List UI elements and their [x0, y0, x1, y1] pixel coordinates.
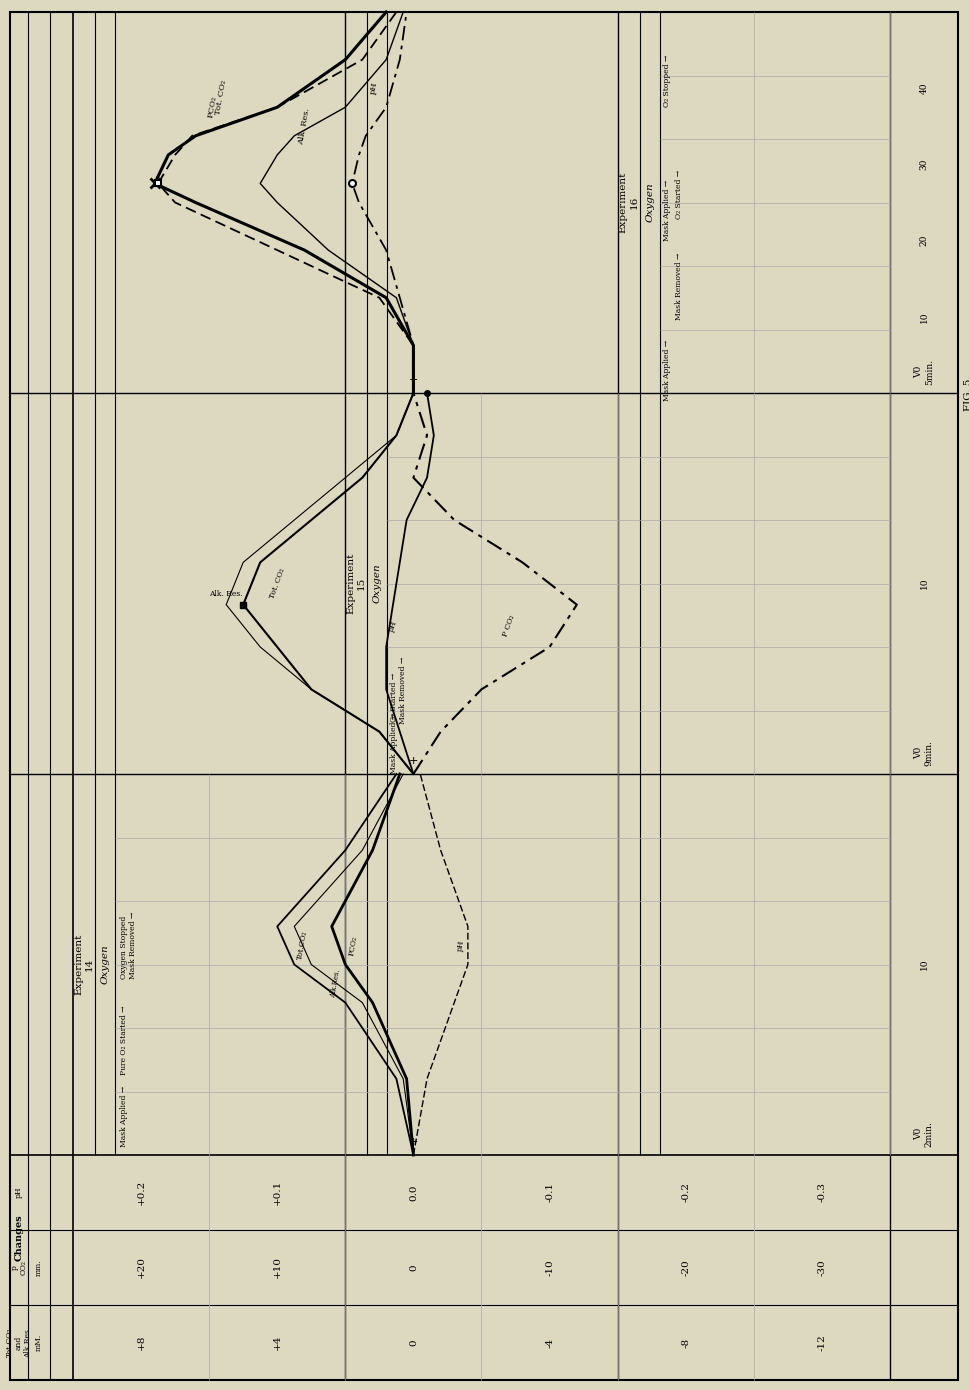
Text: -10: -10 [546, 1259, 554, 1276]
Text: 0: 0 [409, 1339, 418, 1346]
Text: Mask Applied →: Mask Applied → [663, 339, 671, 400]
Text: pH: pH [456, 940, 466, 952]
Text: pH: pH [369, 81, 379, 95]
Text: +: + [409, 1137, 418, 1147]
Text: Mask Removed →: Mask Removed → [399, 656, 407, 724]
Text: mM.: mM. [35, 1334, 43, 1351]
Text: Tot.CO₂: Tot.CO₂ [297, 930, 309, 960]
Text: -30: -30 [818, 1259, 827, 1276]
Text: -0.3: -0.3 [818, 1183, 827, 1202]
Text: Alk. Res.: Alk. Res. [297, 107, 312, 146]
Text: +8: +8 [137, 1334, 145, 1350]
Text: O₂ Stopped →: O₂ Stopped → [663, 54, 671, 107]
Text: O₂ Started →: O₂ Started → [674, 171, 683, 220]
Text: Tot. CO₂: Tot. CO₂ [268, 567, 287, 600]
Text: Experiment
15: Experiment 15 [347, 553, 366, 614]
Text: +: + [409, 756, 418, 766]
Text: 40: 40 [920, 82, 928, 95]
Text: -20: -20 [681, 1259, 690, 1276]
Text: V0
2min.: V0 2min. [915, 1122, 934, 1147]
Text: -0.1: -0.1 [546, 1183, 554, 1202]
Text: +0.1: +0.1 [272, 1180, 282, 1205]
Text: +10: +10 [272, 1257, 282, 1279]
Text: Changes: Changes [15, 1213, 23, 1261]
Text: Oxygen: Oxygen [645, 182, 654, 222]
Text: -4: -4 [546, 1337, 554, 1347]
Text: mm.: mm. [35, 1259, 43, 1276]
Text: 0: 0 [409, 1264, 418, 1270]
Text: Alk.Res.: Alk.Res. [329, 969, 342, 998]
Text: Oxygen Stopped
Mask Removed →: Oxygen Stopped Mask Removed → [120, 912, 138, 979]
Text: 10: 10 [920, 959, 928, 970]
Text: 10: 10 [920, 578, 928, 589]
Text: FIG. 5.: FIG. 5. [964, 375, 969, 411]
Text: Oxygen: Oxygen [101, 945, 109, 984]
Text: 0.0: 0.0 [409, 1184, 418, 1201]
Text: Experiment
14: Experiment 14 [75, 934, 94, 995]
Text: 20: 20 [920, 235, 928, 246]
Text: pH: pH [15, 1187, 23, 1198]
Text: Tot.CO₂
and
Alk.Res.: Tot.CO₂ and Alk.Res. [6, 1327, 32, 1358]
Text: +20: +20 [137, 1257, 145, 1279]
Text: Mask Applied →: Mask Applied → [663, 179, 671, 240]
Text: Experiment
16: Experiment 16 [619, 172, 639, 234]
Text: pH: pH [388, 619, 398, 632]
Text: Mask Removed →: Mask Removed → [674, 253, 683, 320]
Text: V0
9min.: V0 9min. [915, 739, 934, 766]
Text: +0.2: +0.2 [137, 1180, 145, 1205]
Text: P CO₂: P CO₂ [501, 614, 516, 638]
Text: PCO₂: PCO₂ [207, 96, 219, 118]
Text: 30: 30 [920, 158, 928, 170]
Text: +: + [409, 375, 418, 385]
Text: Alk. Res.: Alk. Res. [209, 591, 243, 598]
Text: O₂ Started →: O₂ Started → [391, 673, 398, 723]
Text: p
CO₂: p CO₂ [11, 1261, 27, 1275]
Text: V0
5min.: V0 5min. [915, 359, 934, 385]
Text: Mask Applied →: Mask Applied → [391, 713, 398, 774]
Text: Pure O₂ Started →: Pure O₂ Started → [120, 1006, 128, 1076]
Text: Tot. CO₂: Tot. CO₂ [214, 79, 228, 115]
Text: -0.2: -0.2 [681, 1183, 690, 1202]
Text: PCO₂: PCO₂ [347, 935, 359, 956]
Text: -12: -12 [818, 1334, 827, 1351]
Text: +4: +4 [272, 1334, 282, 1350]
Text: -8: -8 [681, 1337, 690, 1347]
Text: Mask Applied →: Mask Applied → [120, 1087, 128, 1148]
Text: 10: 10 [920, 311, 928, 322]
Text: Oxygen: Oxygen [373, 564, 382, 603]
